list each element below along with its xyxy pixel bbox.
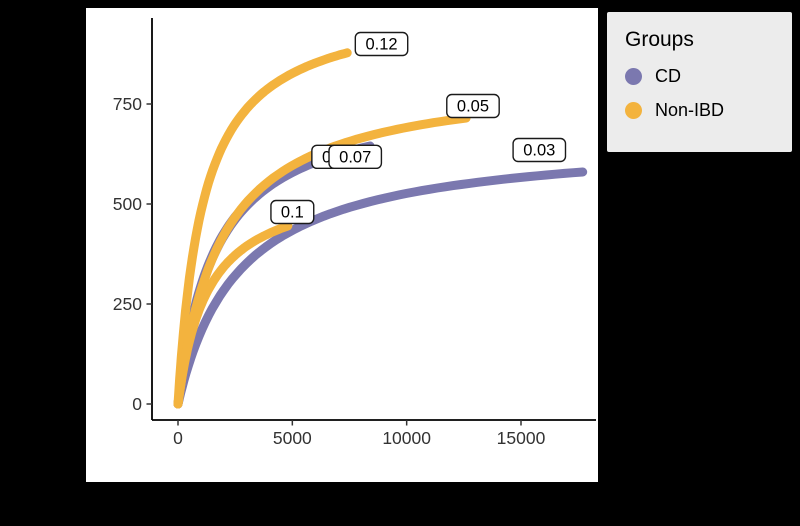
y-tick-label: 0 <box>132 394 142 414</box>
curve-non-ibd-0.05 <box>173 113 471 409</box>
legend-item-cd: CD <box>625 66 776 87</box>
curve-label-text: 0.12 <box>365 36 397 54</box>
curve-label-box <box>512 137 567 163</box>
legend-swatch-icon <box>625 68 642 85</box>
curve-label-box <box>270 199 315 225</box>
curve-label-text: 0.03 <box>523 142 555 160</box>
curve-non-ibd-0.12 <box>173 48 352 409</box>
x-tick-label: 5000 <box>273 428 312 448</box>
legend-item-label: Non-IBD <box>655 100 725 120</box>
curve-label-box <box>328 144 383 170</box>
legend-title: Groups <box>625 28 694 51</box>
legend-swatch-icon <box>625 102 642 119</box>
plot-svg: 05000100001500002505007500.10.060.070.12… <box>113 18 596 448</box>
x-tick-label: 15000 <box>497 428 546 448</box>
legend: Groups CD Non-IBD <box>607 12 792 152</box>
legend-item-non-ibd: Non-IBD <box>625 100 776 121</box>
legend-items: CD Non-IBD <box>625 66 776 121</box>
x-tick-label: 10000 <box>382 428 431 448</box>
plot-panel: 05000100001500002505007500.10.060.070.12… <box>86 8 598 482</box>
curve-label-text: 0.05 <box>457 98 489 116</box>
y-tick-label: 500 <box>113 194 142 214</box>
legend-item-label: CD <box>655 66 681 86</box>
y-tick-label: 250 <box>113 294 142 314</box>
curve-label-text: 0.1 <box>281 204 304 222</box>
x-tick-label: 0 <box>173 428 183 448</box>
y-tick-label: 750 <box>113 94 142 114</box>
curve-label-box <box>446 93 500 119</box>
curve-label-box <box>354 31 409 57</box>
curve-label-text: 0.07 <box>339 148 371 166</box>
